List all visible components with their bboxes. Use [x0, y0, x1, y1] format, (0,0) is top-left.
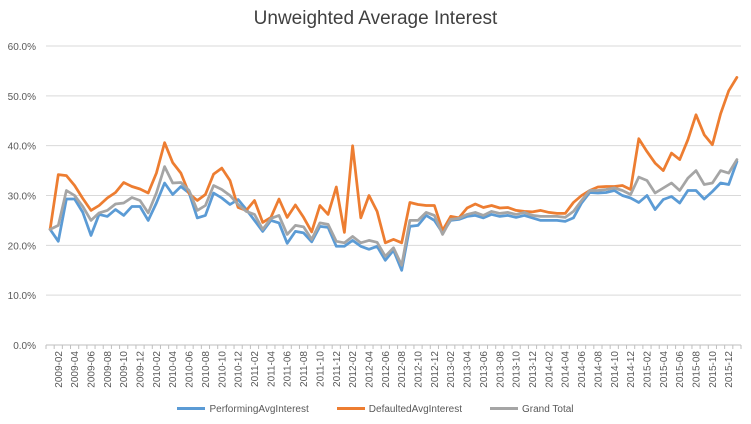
- x-tick-label: 2013-08: [495, 351, 506, 388]
- y-axis: 0.0% 10.0% 20.0% 30.0% 40.0% 50.0% 60.0%: [8, 42, 36, 352]
- y-tick-label: 40.0%: [8, 142, 36, 153]
- series-lines: [48, 76, 739, 272]
- x-tick-label: 2012-12: [430, 351, 441, 388]
- x-tick-label: 2009-04: [70, 351, 81, 388]
- y-tick-label: 0.0%: [13, 341, 36, 352]
- chart-title: Unweighted Average Interest: [253, 8, 498, 29]
- legend-item: PerformingAvgInterest: [177, 404, 309, 415]
- x-tick-label: 2009-06: [86, 351, 97, 388]
- x-tick-label: 2014-02: [544, 351, 555, 388]
- x-tick-label: 2010-10: [217, 351, 228, 388]
- x-tick-label: 2011-02: [250, 351, 261, 387]
- y-tick-label: 20.0%: [8, 241, 36, 252]
- x-tick-label: 2014-08: [593, 351, 604, 388]
- x-tick-label: 2012-04: [364, 351, 375, 388]
- y-tick-label: 30.0%: [8, 192, 36, 203]
- legend: PerformingAvgInterest DefaultedAvgInteres…: [0, 404, 751, 415]
- x-tick-label: 2010-04: [168, 351, 179, 388]
- y-tick-label: 10.0%: [8, 291, 36, 302]
- legend-swatch: [336, 406, 365, 410]
- x-tick-label: 2012-02: [348, 351, 359, 388]
- x-tick-label: 2009-08: [103, 351, 114, 388]
- legend-label: DefaultedAvgInterest: [368, 404, 462, 415]
- x-tick-label: 2013-04: [463, 351, 474, 388]
- x-tick-label: 2009-02: [54, 351, 65, 388]
- x-tick-label: 2014-06: [577, 351, 588, 388]
- x-tick-label: 2012-10: [414, 351, 425, 388]
- x-tick-label: 2010-12: [234, 351, 245, 388]
- x-tick-label: 2011-06: [283, 351, 294, 387]
- x-tick-label: 2015-08: [692, 351, 703, 388]
- x-tick-label: 2013-12: [528, 351, 539, 388]
- legend-item: DefaultedAvgInterest: [336, 404, 462, 415]
- y-tick-label: 50.0%: [8, 92, 36, 103]
- legend-label: PerformingAvgInterest: [209, 404, 309, 415]
- x-tick-label: 2013-10: [512, 351, 523, 388]
- y-tick-label: 60.0%: [8, 42, 36, 53]
- legend-swatch: [490, 406, 518, 410]
- x-tick-label: 2010-08: [201, 351, 212, 388]
- x-tick-label: 2014-12: [626, 351, 637, 388]
- x-axis: 2009-02 2009-04 2009-06 2009-08 2009-10 2009-…: [45, 345, 742, 388]
- legend-label: Grand Total: [522, 404, 574, 415]
- legend-swatch: [177, 406, 206, 410]
- x-tick-label: 2012-08: [397, 351, 408, 388]
- series-line-defaultedavginterest: [48, 76, 739, 245]
- x-tick-label: 2011-12: [332, 351, 343, 387]
- x-tick-label: 2011-08: [299, 351, 310, 387]
- x-tick-label: 2015-06: [675, 351, 686, 388]
- x-tick-label: 2009-10: [119, 351, 130, 388]
- x-tick-label: 2013-06: [479, 351, 490, 388]
- series-line-grand-total: [48, 158, 739, 267]
- x-tick-label: 2015-04: [659, 351, 670, 388]
- legend-item: Grand Total: [490, 404, 574, 415]
- gridlines: [46, 45, 741, 346]
- x-tick-label: 2009-12: [136, 351, 147, 388]
- x-tick-label: 2010-02: [152, 351, 163, 388]
- x-tick-label: 2013-02: [446, 351, 457, 388]
- x-tick-label: 2010-06: [185, 351, 196, 388]
- x-tick-label: 2014-10: [610, 351, 621, 388]
- x-tick-label: 2015-10: [708, 351, 719, 388]
- x-tick-label: 2011-10: [315, 351, 326, 387]
- x-tick-label: 2015-02: [642, 351, 653, 388]
- x-tick-label: 2014-04: [561, 351, 572, 388]
- x-tick-label: 2012-06: [381, 351, 392, 388]
- x-tick-label: 2015-12: [724, 351, 735, 388]
- x-tick-label: 2011-04: [266, 351, 277, 387]
